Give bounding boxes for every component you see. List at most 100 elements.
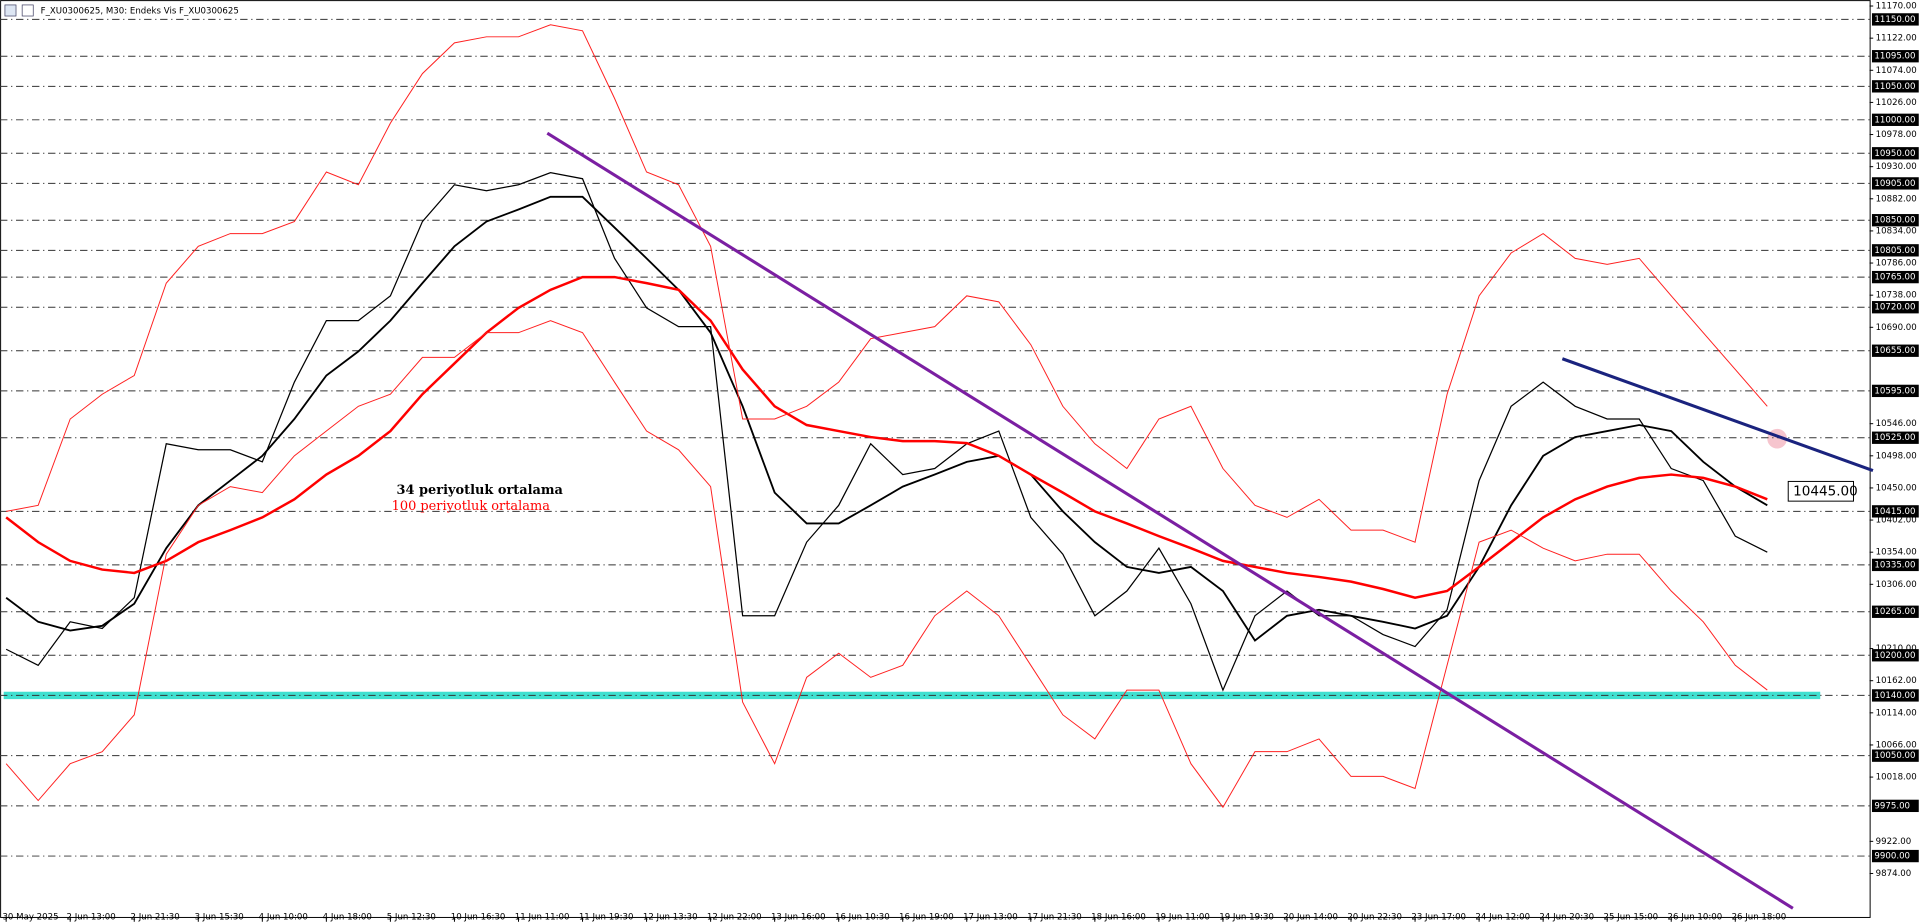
price-label: 10445.00 bbox=[1793, 483, 1858, 499]
x-tick-label: 19 Jun 19:30 bbox=[1219, 912, 1274, 922]
level-label: 10850.00 bbox=[1874, 216, 1915, 226]
level-label-box bbox=[1871, 689, 1919, 702]
series-line bbox=[5, 320, 1768, 809]
level-label-box bbox=[1871, 50, 1919, 63]
x-tick-label: 17 Jun 21:30 bbox=[1027, 912, 1082, 922]
y-tick-label: 10546.00 bbox=[1876, 419, 1917, 429]
x-tick-label: 11 Jun 19:30 bbox=[579, 912, 634, 922]
x-tick-label: 26 Jun 18:00 bbox=[1732, 912, 1787, 922]
level-label: 11095.00 bbox=[1874, 52, 1915, 62]
y-tick-label: 10402.00 bbox=[1876, 516, 1917, 526]
y-tick-label: 9922.00 bbox=[1876, 837, 1912, 847]
chart-title: F_XU0300625, M30: Endeks Vis F_XU0300625 bbox=[41, 7, 239, 17]
level-label: 11050.00 bbox=[1874, 82, 1915, 92]
level-label-box bbox=[1871, 558, 1919, 572]
x-tick-label: 11 Jun 11:00 bbox=[515, 912, 570, 922]
x-tick-label: 4 Jun 18:00 bbox=[323, 912, 372, 922]
trendline bbox=[546, 131, 1794, 910]
x-tick-label: 24 Jun 20:30 bbox=[1539, 912, 1594, 922]
y-tick-label: 10834.00 bbox=[1876, 226, 1917, 236]
x-tick-label: 24 Jun 12:00 bbox=[1475, 912, 1530, 922]
level-label-box bbox=[1871, 505, 1919, 518]
level-label-box bbox=[1871, 605, 1919, 618]
level-label-box bbox=[1871, 80, 1919, 93]
level-label-box bbox=[1871, 384, 1919, 398]
x-tick-label: 18 Jun 16:00 bbox=[1091, 912, 1146, 922]
y-tick-label: 10306.00 bbox=[1876, 580, 1917, 590]
y-tick-label: 10354.00 bbox=[1876, 548, 1917, 558]
level-label: 10265.00 bbox=[1874, 607, 1915, 617]
level-label: 10720.00 bbox=[1874, 303, 1915, 313]
x-tick-label: 26 Jun 10:00 bbox=[1668, 912, 1723, 922]
annotation: 34 periyotluk ortalama bbox=[397, 483, 564, 498]
y-tick-label: 10162.00 bbox=[1876, 676, 1917, 686]
x-tick-label: 16 Jun 19:00 bbox=[899, 912, 954, 922]
trendline bbox=[1561, 357, 1874, 472]
level-label-box bbox=[1871, 431, 1919, 444]
level-label-box bbox=[1871, 113, 1919, 126]
level-label: 10595.00 bbox=[1874, 386, 1915, 396]
x-tick-label: 17 Jun 13:00 bbox=[963, 912, 1018, 922]
x-tick-label: 2 Jun 13:00 bbox=[67, 912, 116, 922]
y-tick-label: 10210.00 bbox=[1876, 644, 1917, 654]
level-label-box bbox=[1871, 301, 1919, 314]
y-tick-label: 10498.00 bbox=[1876, 451, 1917, 461]
x-tick-label: 25 Jun 15:00 bbox=[1603, 912, 1658, 922]
x-tick-label: 10 Jun 16:30 bbox=[451, 912, 506, 922]
level-zone bbox=[3, 691, 1821, 700]
y-tick-label: 10450.00 bbox=[1876, 483, 1917, 493]
y-tick-label: 10978.00 bbox=[1876, 130, 1917, 140]
level-label: 11150.00 bbox=[1874, 15, 1915, 25]
y-tick-label: 10690.00 bbox=[1876, 323, 1917, 333]
level-label: 9900.00 bbox=[1874, 852, 1910, 862]
level-label: 10655.00 bbox=[1874, 346, 1915, 356]
level-label-box bbox=[1871, 749, 1919, 762]
level-label: 10805.00 bbox=[1874, 246, 1915, 256]
x-tick-label: 20 Jun 14:00 bbox=[1283, 912, 1338, 922]
series-line bbox=[5, 172, 1768, 692]
x-tick-label: 30 May 2025 bbox=[2, 912, 58, 922]
y-tick-label: 11122.00 bbox=[1876, 34, 1917, 44]
level-label-box bbox=[1871, 270, 1919, 284]
y-tick-label: 10018.00 bbox=[1876, 773, 1917, 783]
level-label-box bbox=[1871, 13, 1919, 26]
level-label: 10525.00 bbox=[1874, 433, 1915, 443]
y-tick-label: 10738.00 bbox=[1876, 291, 1917, 301]
x-tick-label: 2 Jun 21:30 bbox=[131, 912, 180, 922]
y-tick-label: 11170.00 bbox=[1876, 2, 1917, 12]
series-line bbox=[5, 195, 1768, 642]
x-tick-label: 3 Jun 15:30 bbox=[195, 912, 244, 922]
series-line bbox=[6, 24, 1768, 543]
level-label-box bbox=[1871, 344, 1919, 357]
level-label: 10050.00 bbox=[1874, 751, 1915, 761]
x-tick-label: 19 Jun 11:00 bbox=[1155, 912, 1210, 922]
level-label: 10140.00 bbox=[1874, 691, 1915, 701]
chart-icon[interactable] bbox=[21, 4, 34, 17]
y-tick-label: 11074.00 bbox=[1876, 66, 1917, 76]
level-label: 10415.00 bbox=[1874, 507, 1915, 517]
level-label-box bbox=[1871, 799, 1919, 813]
level-label-box bbox=[1871, 147, 1919, 160]
level-label: 10765.00 bbox=[1874, 273, 1915, 283]
x-tick-label: 20 Jun 22:30 bbox=[1347, 912, 1402, 922]
level-label: 10905.00 bbox=[1874, 179, 1915, 189]
x-tick-label: 16 Jun 10:30 bbox=[835, 912, 890, 922]
y-tick-label: 10882.00 bbox=[1876, 194, 1917, 204]
y-tick-label: 10066.00 bbox=[1876, 740, 1917, 750]
level-label-box bbox=[1871, 849, 1919, 863]
level-label: 10950.00 bbox=[1874, 149, 1915, 159]
level-label: 11000.00 bbox=[1874, 115, 1915, 125]
y-tick-label: 9874.00 bbox=[1876, 869, 1912, 879]
x-tick-label: 12 Jun 22:00 bbox=[707, 912, 762, 922]
level-label: 10335.00 bbox=[1874, 560, 1915, 570]
series-line bbox=[5, 275, 1768, 599]
x-tick-label: 12 Jun 13:30 bbox=[643, 912, 698, 922]
x-tick-label: 13 Jun 16:00 bbox=[771, 912, 826, 922]
window-icon[interactable] bbox=[4, 4, 17, 17]
y-tick-label: 10930.00 bbox=[1876, 162, 1917, 172]
level-label-box bbox=[1871, 244, 1919, 257]
y-tick-label: 11026.00 bbox=[1876, 98, 1917, 108]
